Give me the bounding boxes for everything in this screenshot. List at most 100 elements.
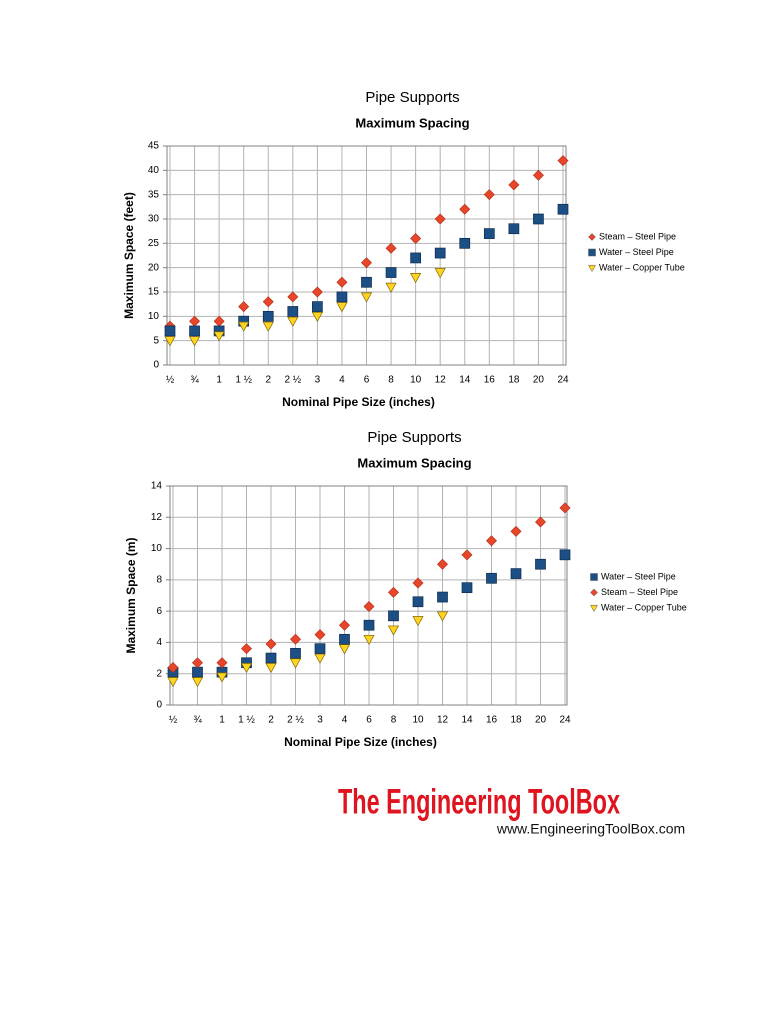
y-tick-label: 15	[148, 287, 160, 298]
y-tick-label: 35	[148, 189, 160, 200]
data-point	[262, 296, 274, 308]
data-point	[188, 336, 201, 347]
x-tick-label: 6	[364, 375, 370, 386]
data-point	[533, 213, 544, 225]
data-point	[265, 652, 277, 664]
data-point	[535, 516, 546, 528]
data-point	[339, 633, 350, 645]
data-point	[363, 600, 375, 612]
data-point	[289, 658, 302, 669]
data-point	[314, 653, 326, 664]
x-tick-label: 1 ½	[238, 715, 255, 726]
y-tick-label: 25	[148, 238, 160, 249]
x-tick-label: 24	[559, 715, 571, 726]
data-point	[339, 619, 350, 631]
x-axis-label: Nominal Pipe Size (inches)	[284, 735, 437, 749]
y-tick-label: 4	[156, 637, 162, 648]
data-point	[338, 644, 351, 655]
legend-label: Water – Copper Tube	[601, 602, 687, 612]
data-point	[461, 549, 473, 561]
data-point	[508, 223, 520, 235]
data-point	[410, 252, 421, 264]
logo-title: The Engineering ToolBox	[338, 782, 620, 821]
data-point	[508, 179, 520, 191]
x-tick-label: 8	[391, 715, 397, 726]
data-point	[557, 203, 569, 215]
data-point	[434, 268, 446, 279]
data-point	[387, 625, 400, 636]
data-point	[265, 663, 277, 674]
x-tick-label: 3	[315, 375, 321, 386]
chart-subtitle: Maximum Spacing	[357, 455, 471, 470]
data-point	[437, 558, 448, 570]
data-point	[360, 292, 373, 303]
x-tick-label: ½	[169, 715, 178, 726]
data-point	[287, 306, 299, 317]
x-tick-label: 20	[533, 375, 545, 386]
data-point	[336, 276, 348, 288]
data-point	[412, 577, 424, 589]
data-point	[388, 610, 399, 622]
data-point	[385, 282, 397, 293]
y-tick-label: 5	[153, 335, 159, 346]
x-tick-label: 18	[510, 715, 522, 726]
data-point	[385, 267, 397, 278]
data-point	[434, 213, 446, 225]
x-axis-label: Nominal Pipe Size (inches)	[282, 395, 435, 409]
x-tick-label: 6	[366, 715, 372, 726]
data-point	[434, 247, 446, 259]
data-point	[189, 315, 201, 327]
data-point	[410, 273, 422, 284]
data-point	[314, 629, 326, 641]
data-point	[483, 228, 495, 239]
x-tick-label: 12	[437, 715, 449, 726]
legend-marker	[588, 233, 596, 241]
data-point	[213, 331, 225, 342]
x-tick-label: ¾	[193, 715, 202, 726]
data-point	[483, 189, 495, 201]
x-tick-label: 2 ½	[287, 715, 304, 726]
data-point	[312, 301, 323, 312]
data-point	[410, 232, 422, 244]
legend-label: Steam – Steel Pipe	[599, 231, 676, 241]
x-tick-label: 24	[557, 375, 569, 386]
data-point	[314, 643, 326, 655]
data-point	[262, 310, 274, 322]
data-point	[385, 242, 397, 254]
x-tick-label: 14	[461, 715, 473, 726]
data-point	[213, 315, 225, 327]
data-point	[311, 311, 323, 323]
y-axis-label: Maximum Space (m)	[124, 537, 138, 653]
y-tick-label: 8	[156, 574, 162, 585]
logo-url: www.EngineeringToolBox.com	[496, 821, 685, 837]
x-tick-label: 2	[265, 375, 271, 386]
chart-title: Pipe Supports	[365, 89, 459, 106]
data-point	[559, 549, 571, 561]
data-point	[192, 666, 203, 678]
y-tick-label: 20	[148, 262, 160, 273]
x-tick-label: ¾	[190, 375, 199, 386]
legend-label: Steam – Steel Pipe	[601, 587, 678, 597]
x-tick-label: 10	[412, 715, 424, 726]
data-point	[265, 638, 277, 650]
data-point	[412, 596, 424, 608]
data-point	[557, 155, 569, 167]
legend-label: Water – Copper Tube	[599, 262, 685, 272]
data-point	[287, 291, 299, 303]
x-tick-label: 3	[317, 715, 323, 726]
data-point	[192, 657, 203, 669]
x-tick-label: 12	[435, 375, 447, 386]
legend-marker	[588, 264, 596, 273]
data-point	[191, 677, 204, 688]
legend-label: Water – Steel Pipe	[601, 571, 676, 581]
legend-marker	[588, 248, 596, 257]
legend-marker	[590, 588, 598, 597]
x-tick-label: ½	[166, 375, 175, 386]
data-point	[164, 336, 176, 347]
x-tick-label: 4	[339, 375, 345, 386]
y-tick-label: 6	[156, 606, 162, 617]
data-point	[412, 616, 424, 627]
data-point	[436, 611, 449, 622]
data-point	[361, 276, 372, 288]
